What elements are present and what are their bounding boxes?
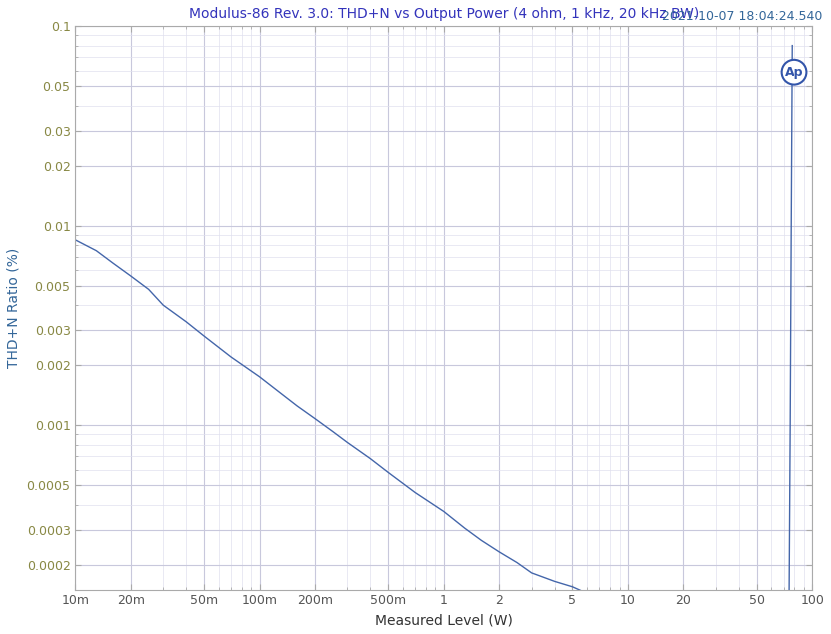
Y-axis label: THD+N Ratio (%): THD+N Ratio (%) xyxy=(7,248,21,368)
Title: Modulus-86 Rev. 3.0: THD+N vs Output Power (4 ohm, 1 kHz, 20 kHz BW): Modulus-86 Rev. 3.0: THD+N vs Output Pow… xyxy=(189,7,699,21)
X-axis label: Measured Level (W): Measured Level (W) xyxy=(375,613,513,627)
Text: 2021-10-07 18:04:24.540: 2021-10-07 18:04:24.540 xyxy=(662,10,823,23)
Text: Ap: Ap xyxy=(784,66,804,79)
